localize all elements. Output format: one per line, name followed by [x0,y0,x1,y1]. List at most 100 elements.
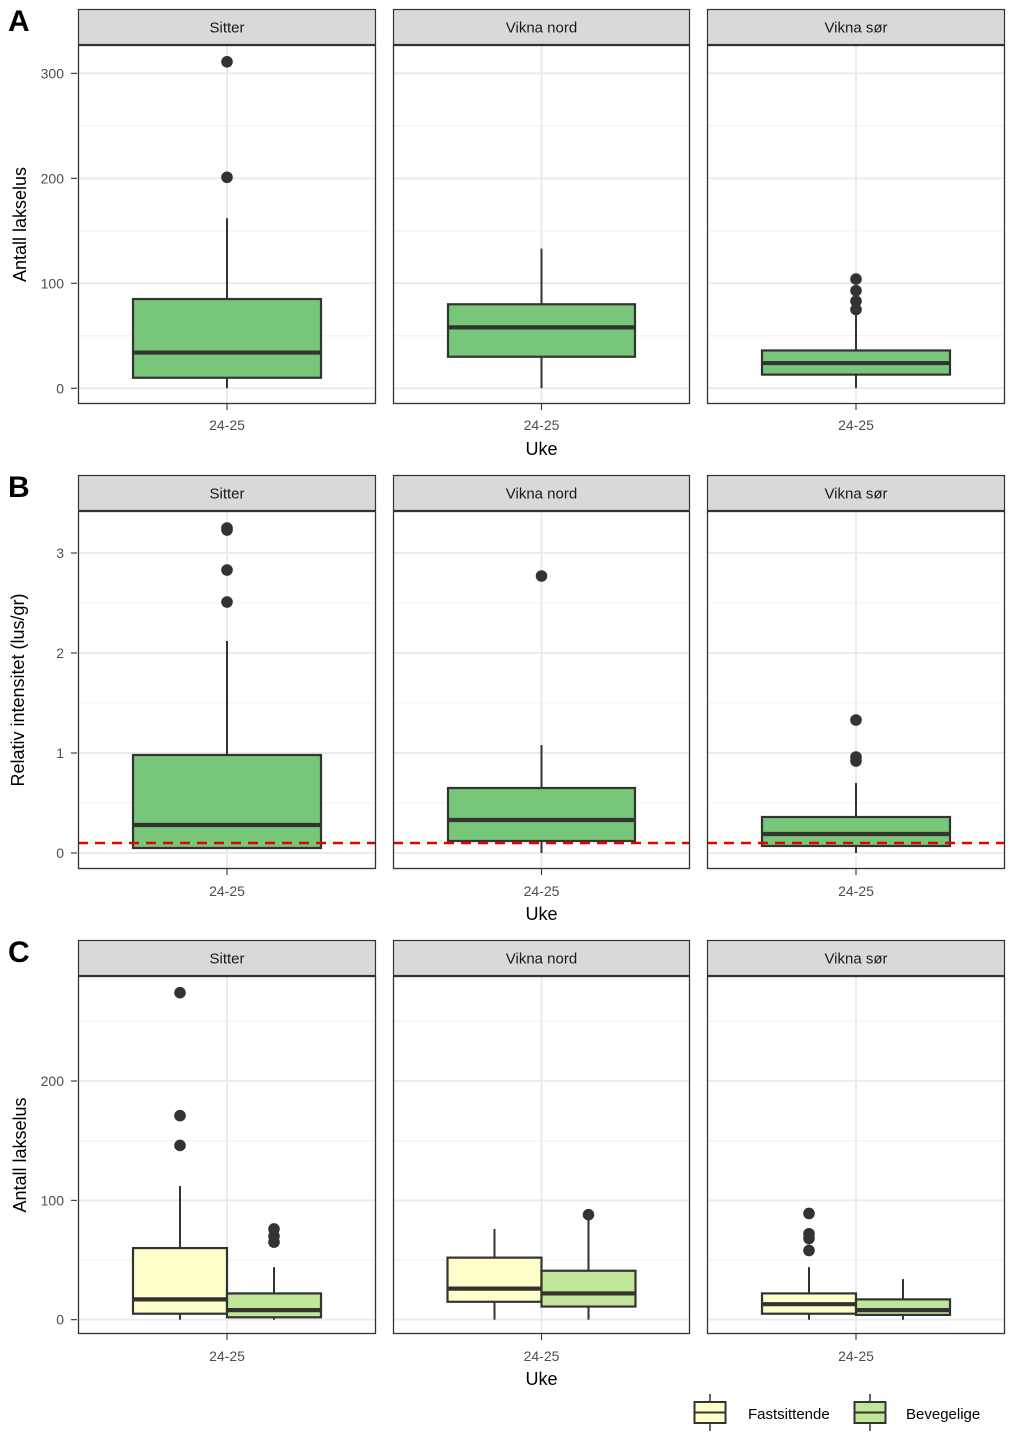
panel-border [706,44,1006,405]
facet-vikna-nord: Vikna nord 24-25 [392,474,691,899]
facet-strip [706,8,1006,46]
facet-sitter: Sitter 24-25 [77,8,377,433]
legend-key-bevegelige [853,1394,887,1431]
box-bevegelige [540,1208,637,1320]
facet-title: Vikna nord [506,951,577,968]
facet-sitter: Sitter 24-25 [77,474,377,899]
y-tick-label: 200 [41,1073,65,1089]
panel-border [706,510,1006,870]
plot-panels: A Antall lakselus 0 100 200 300 Uke Sitter24-25… [8,5,1006,1389]
y-tick-label: 2 [56,645,64,661]
box-bevegelige [225,1223,323,1320]
outlier-point [803,1227,815,1240]
outlier-point [582,1208,595,1221]
panel-border [392,510,691,870]
facet-strip [77,939,377,977]
panel-border [77,975,377,1335]
facet-title: Vikna nord [506,486,577,503]
facet-strip [706,474,1006,512]
panel-border [77,510,377,870]
y-axis-title: Antall lakselus [10,167,30,282]
box-all [131,522,323,850]
box-iqr [225,1292,323,1319]
y-tick-label: 0 [56,1312,64,1328]
y-axis-title: Relativ intensitet (lus/gr) [8,593,28,786]
panel-border [392,975,691,1335]
facet-strip [706,939,1006,977]
panel-letter: B [8,471,30,504]
box-iqr [131,297,323,379]
y-tick-label: 100 [41,275,65,291]
legend-label-bevegelige: Bevegelige [906,1406,980,1423]
outlier-point [221,171,233,184]
outlier-point [850,284,862,297]
y-axis-title: Antall lakselus [10,1097,30,1212]
box-fastsittende [131,986,229,1320]
x-tick-label: 24-25 [209,1348,245,1364]
box-iqr [131,1246,229,1315]
facet-title: Vikna sør [824,20,887,37]
facet-strip [392,939,691,977]
box-fastsittende [760,1207,858,1320]
panel-letter: C [8,936,30,969]
outlier-point [850,295,862,307]
panel-b: B Relativ intensitet (lus/gr) 0 1 2 3 Uke Sitte… [8,471,1006,924]
box-all [131,55,323,389]
x-axis-title: Uke [525,904,557,924]
y-tick-label: 1 [56,745,64,761]
outlier-point [174,1139,186,1152]
box-iqr [446,303,637,358]
outlier-point [850,273,862,285]
box-fastsittende [446,1228,543,1320]
facet-strip [392,474,691,512]
y-tick-label: 200 [41,170,65,186]
box-iqr [446,786,637,843]
facet-title: Vikna sør [824,951,887,968]
x-tick-label: 24-25 [524,883,560,899]
box-all [760,273,952,389]
facet-strip [392,8,691,46]
x-tick-label: 24-25 [524,1348,560,1364]
box-iqr [854,1298,952,1317]
box-iqr [446,1256,543,1303]
facet-vikna-nord: Vikna nord 24-25 [392,8,691,433]
outlier-point [803,1244,815,1257]
legend: Fastsittende Bevegelige [693,1394,980,1431]
facet-strip [77,474,377,512]
y-tick-label: 0 [56,380,64,396]
outlier-point [850,303,862,316]
facet-title: Vikna nord [506,20,577,37]
panel-letter: A [8,5,30,38]
box-iqr [540,1269,637,1308]
x-tick-label: 24-25 [838,417,874,433]
box-iqr [131,753,323,850]
facet-vikna-sor: Vikna sør 24-25 [706,474,1006,899]
outlier-point [174,1109,186,1122]
outlier-point [221,596,233,608]
x-tick-label: 24-25 [209,417,245,433]
outlier-point [850,751,862,763]
panel-border [706,975,1006,1335]
outlier-point [268,1223,280,1235]
y-tick-label: 300 [41,65,65,81]
outlier-point [174,986,186,999]
x-tick-label: 24-25 [524,417,560,433]
box-bevegelige [854,1279,952,1320]
legend-label-fastsittende: Fastsittende [748,1406,830,1423]
x-axis-title: Uke [525,439,557,459]
x-axis-title: Uke [525,1369,557,1389]
x-tick-label: 24-25 [209,883,245,899]
panel-border [392,44,691,405]
box-iqr [760,815,952,848]
panel-a: A Antall lakselus 0 100 200 300 Uke Sitter 24-25… [8,5,1006,459]
box-all [446,248,637,389]
facet-sitter: Sitter 24-25 [77,939,377,1364]
facet-vikna-nord: Vikna nord 24-25 [392,939,691,1364]
y-tick-label: 3 [56,545,64,561]
box-all [760,714,952,853]
outlier-point [221,55,233,68]
facet-title: Vikna sør [824,486,887,503]
outlier-point [221,522,233,534]
y-tick-label: 100 [41,1192,65,1208]
